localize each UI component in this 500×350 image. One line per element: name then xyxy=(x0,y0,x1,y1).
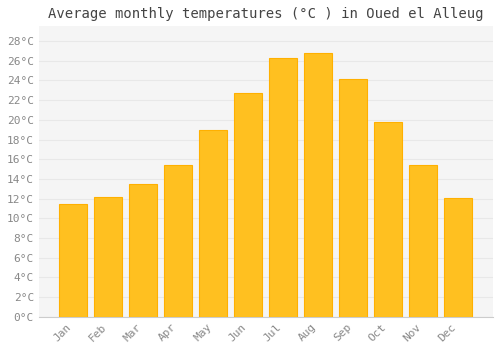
Bar xyxy=(130,184,158,317)
Bar xyxy=(340,79,367,317)
Bar xyxy=(234,93,262,317)
Bar xyxy=(94,197,122,317)
Bar xyxy=(60,204,88,317)
Bar xyxy=(304,53,332,317)
Title: Average monthly temperatures (°C ) in Oued el Alleug: Average monthly temperatures (°C ) in Ou… xyxy=(48,7,484,21)
Bar xyxy=(164,165,192,317)
Bar xyxy=(200,130,228,317)
Bar xyxy=(444,198,472,317)
Bar xyxy=(374,122,402,317)
Bar xyxy=(270,58,297,317)
Bar xyxy=(410,165,438,317)
